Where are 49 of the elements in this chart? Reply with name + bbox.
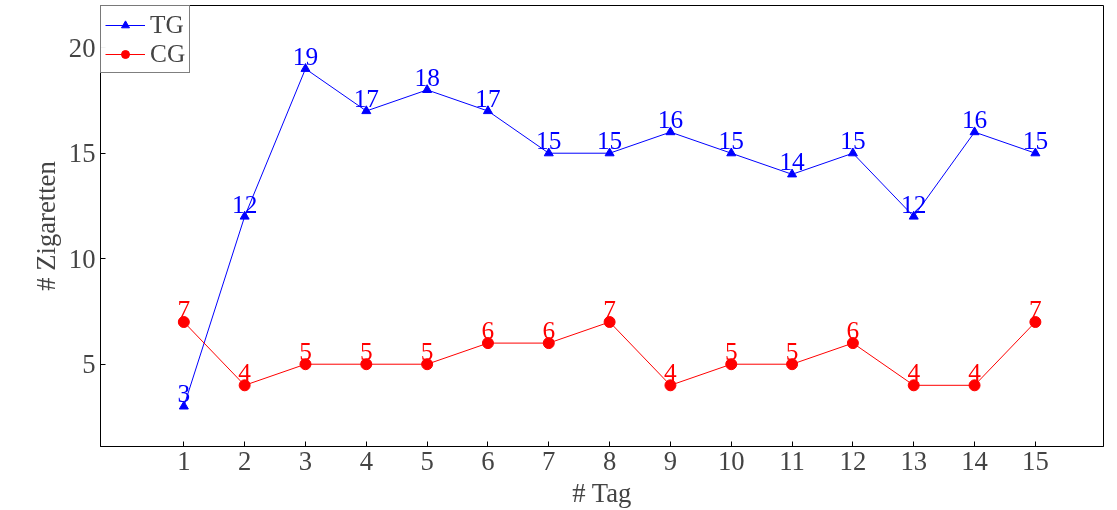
data-label: 3	[177, 379, 191, 408]
data-label: 7	[1029, 295, 1042, 324]
legend-label: CG	[150, 39, 186, 68]
legend-label: TG	[150, 10, 184, 39]
data-label: 17	[475, 84, 501, 112]
x-tick-label: 3	[298, 445, 313, 476]
data-label: 15	[536, 126, 562, 155]
y-tick-label: 20	[68, 32, 96, 63]
data-label: 5	[359, 337, 373, 366]
x-tick-label: 9	[663, 445, 678, 476]
x-tick-label: 2	[237, 445, 252, 476]
data-label: 18	[414, 62, 440, 91]
x-axis-title: # Tag	[572, 477, 632, 508]
y-tick-label: 10	[68, 243, 96, 274]
data-label: 19	[292, 41, 319, 70]
data-label: 16	[657, 105, 684, 134]
x-tick-label: 6	[481, 445, 495, 476]
data-label: 4	[238, 358, 252, 387]
data-label: 7	[177, 295, 191, 324]
data-label: 4	[907, 358, 921, 387]
x-tick-label: 1	[177, 445, 191, 476]
data-label: 4	[968, 358, 982, 387]
x-tick-label: 10	[717, 445, 745, 476]
y-tick-label: 5	[82, 349, 96, 380]
data-label: 5	[299, 337, 312, 366]
data-label: 17	[353, 84, 379, 112]
data-label: 15	[1022, 126, 1049, 155]
data-label: 15	[840, 126, 866, 155]
data-label: 12	[901, 189, 927, 218]
data-label: 14	[779, 147, 806, 176]
data-label: 15	[718, 126, 744, 155]
x-tick-label: 11	[779, 445, 805, 476]
data-label: 4	[664, 358, 678, 387]
data-label: 16	[961, 105, 988, 134]
y-tick-label: 15	[68, 138, 96, 169]
data-label: 7	[603, 295, 616, 324]
x-tick-label: 8	[602, 445, 617, 476]
x-tick-label: 13	[900, 445, 928, 476]
x-tick-label: 12	[839, 445, 867, 476]
data-label: 15	[596, 126, 623, 155]
data-label: 5	[785, 337, 799, 366]
y-axis-title: # Zigaretten	[30, 161, 61, 291]
data-label: 5	[420, 337, 434, 366]
data-label: 5	[724, 337, 738, 366]
x-tick-label: 7	[542, 445, 556, 476]
x-tick-label: 15	[1022, 445, 1049, 476]
x-tick-label: 14	[961, 445, 988, 476]
x-tick-label: 5	[420, 445, 434, 476]
x-tick-label: 4	[359, 445, 373, 476]
